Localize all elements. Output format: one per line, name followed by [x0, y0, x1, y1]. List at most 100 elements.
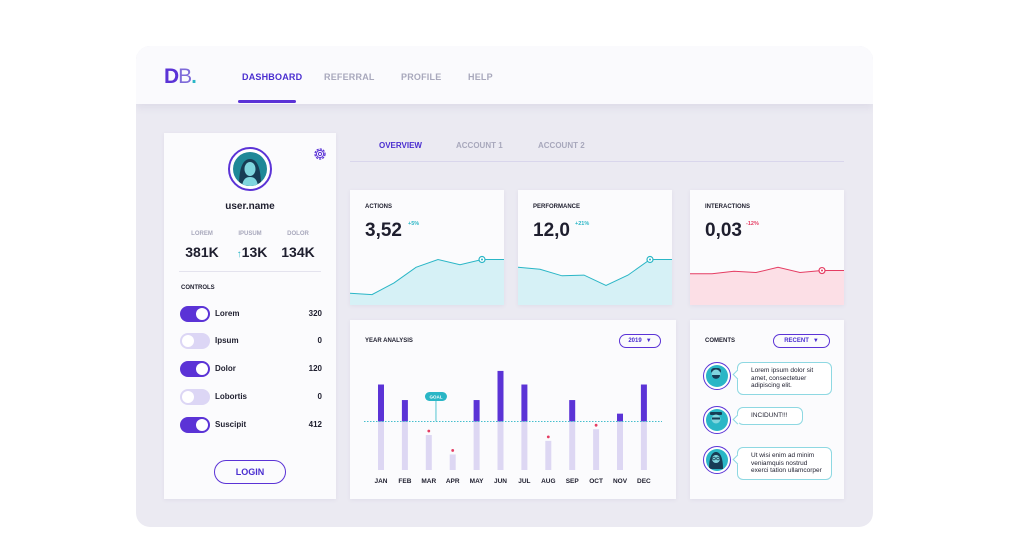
control-row-lorem: Lorem 320	[180, 304, 322, 324]
sparkline-line	[518, 259, 672, 287]
settings-gear-icon[interactable]	[312, 146, 328, 162]
nav-profile[interactable]: PROFILE	[401, 72, 442, 82]
control-label: Dolor	[215, 364, 236, 373]
control-label: Lobortis	[215, 392, 247, 401]
goal-badge	[424, 392, 447, 401]
toggle-knob	[196, 419, 208, 431]
actions-sparkline	[350, 255, 504, 305]
bar-base	[497, 421, 504, 470]
comment-bubble: Lorem ipsum dolor sit amet, consectetuer…	[737, 362, 832, 395]
metric-card-performance[interactable]: PERFORMANCE 12,0 +21%	[518, 190, 672, 305]
man-hat-avatar-icon[interactable]	[703, 406, 731, 434]
toggle-dolor[interactable]	[180, 361, 210, 377]
toggle-knob	[196, 363, 208, 375]
bar-jan[interactable]	[378, 384, 384, 422]
comment-line: adipiscing elit.	[751, 382, 792, 389]
bar-feb[interactable]	[401, 400, 408, 422]
bar-aug[interactable]	[545, 440, 552, 470]
interactions-sparkline	[690, 266, 844, 305]
control-label: Lorem	[215, 309, 240, 318]
bar-base	[401, 421, 408, 470]
metric-delta: +5%	[408, 221, 420, 227]
x-tick-label: JUN	[494, 478, 507, 485]
woman-glasses-avatar-icon[interactable]	[703, 446, 731, 474]
control-label: Suscipit	[215, 420, 247, 429]
metric-card-actions[interactable]: ACTIONS 3,52 +5%	[350, 190, 504, 305]
bar-nov[interactable]	[617, 413, 623, 422]
x-tick-label: APR	[446, 478, 460, 485]
comment-line: INCIDUNT!!!	[751, 412, 788, 419]
nav-help[interactable]: HELP	[468, 72, 493, 82]
x-tick-label: JUL	[518, 478, 530, 485]
x-tick-label: SEP	[566, 478, 580, 485]
metric-value: 12,0	[533, 220, 570, 241]
avatar-face-icon	[710, 412, 722, 424]
bar-may[interactable]	[473, 400, 480, 422]
metric-card-interactions[interactable]: INTERACTIONS 0,03 -12%	[690, 190, 844, 305]
comments-card: COMENTS RECENT ▼ Lorem ipsum dolor sit a…	[690, 320, 844, 499]
recent-filter-select[interactable]: RECENT ▼	[773, 334, 830, 348]
stat-value-lorem: 381K	[185, 244, 219, 260]
bar-sep[interactable]	[569, 400, 576, 422]
x-tick-label: AUG	[541, 478, 555, 485]
stat-value-dolor: 134K	[281, 244, 315, 260]
tab-overview[interactable]: OVERVIEW	[379, 141, 422, 150]
bar-jun[interactable]	[497, 370, 504, 422]
below-goal-marker	[427, 429, 431, 433]
sparkline-marker-dot	[481, 258, 483, 261]
year-bar-chart: JAN FEB MAR APR MAY JUN JUL AUG SEP OCT NOV DEC GOAL	[364, 370, 662, 485]
x-tick-label: JAN	[374, 478, 387, 485]
stat-label-ipusum: IPUSUM	[238, 231, 262, 237]
bar-oct[interactable]	[593, 429, 600, 470]
below-goal-marker	[451, 449, 455, 452]
tab-account-1[interactable]: ACCOUNT 1	[456, 141, 503, 150]
x-tick-label: MAR	[421, 478, 436, 485]
bar-apr[interactable]	[449, 454, 456, 470]
performance-sparkline	[518, 255, 672, 305]
metric-value: 0,03	[705, 220, 742, 241]
bar-base	[521, 421, 528, 470]
year-analysis-card: JAN FEB MAR APR MAY JUN JUL AUG SEP OCT NOV DEC GOAL…	[350, 320, 676, 499]
man-beard-avatar-icon[interactable]	[703, 362, 731, 390]
dashboard-window: DB. DASHBOARD REFERRAL PROFILE HELP user…	[136, 46, 873, 527]
nav-referral[interactable]: REFERRAL	[324, 72, 375, 82]
metric-value: 3,52	[365, 220, 402, 241]
avatar-face-icon	[709, 452, 723, 469]
comment-line: Lorem ipsum dolor sit	[751, 367, 814, 374]
control-row-suscipit: Suscipit 412	[180, 415, 322, 435]
sparkline-marker-dot	[821, 269, 823, 272]
stat-value-ipusum: ↑13K	[236, 244, 268, 260]
control-value: 320	[308, 309, 322, 318]
stat-label-lorem: LOREM	[191, 231, 213, 237]
metric-title: ACTIONS	[365, 204, 392, 210]
nav-dashboard[interactable]: DASHBOARD	[242, 72, 303, 82]
tab-account-2[interactable]: ACCOUNT 2	[538, 141, 585, 150]
filter-value: RECENT	[784, 338, 809, 344]
login-button[interactable]: LOGIN	[214, 460, 286, 484]
arrow-up-icon: ↑	[236, 249, 242, 260]
bar-jul[interactable]	[521, 384, 528, 422]
toggle-ipsum[interactable]	[180, 333, 210, 349]
control-label: Ipsum	[215, 336, 239, 345]
x-tick-label: FEB	[398, 478, 411, 485]
comment-bubble: Ut wisi enim ad minim veniamquis nostrud…	[737, 447, 832, 480]
nav-active-indicator	[238, 100, 296, 103]
logo[interactable]: DB.	[164, 65, 197, 88]
sparkline-area	[518, 259, 672, 305]
sparkline-marker-dot	[649, 258, 651, 261]
toggle-lorem[interactable]	[180, 306, 210, 322]
toggle-knob	[182, 391, 194, 403]
year-select[interactable]: 2019 ▼	[619, 334, 661, 348]
bar-base	[617, 421, 623, 470]
divider	[179, 271, 321, 272]
bar-base	[640, 421, 647, 470]
control-value: 412	[308, 420, 322, 429]
comment-line: exerci tation ullamcorper	[751, 467, 822, 474]
user-avatar[interactable]	[228, 147, 272, 191]
control-value: 120	[308, 364, 322, 373]
toggle-lobortis[interactable]	[180, 389, 210, 405]
woman-avatar-icon	[239, 159, 261, 186]
bar-dec[interactable]	[640, 384, 647, 422]
toggle-suscipit[interactable]	[180, 417, 210, 433]
bar-mar[interactable]	[425, 435, 432, 470]
